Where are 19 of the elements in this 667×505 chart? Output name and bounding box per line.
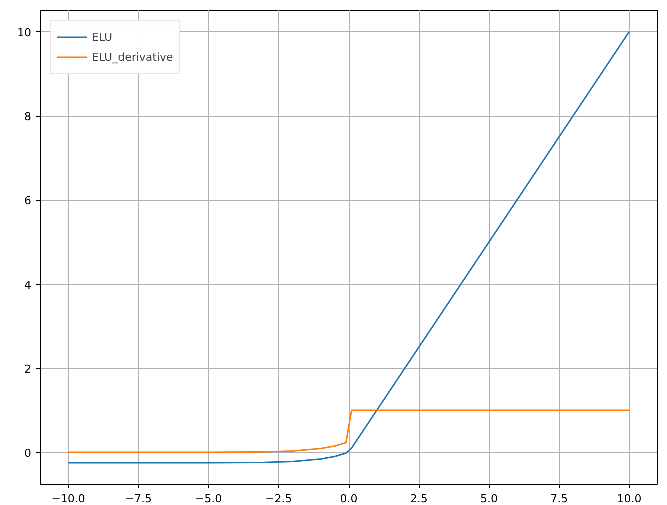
x-tick-label: 7.5 [550, 492, 568, 505]
line-series [68, 31, 630, 464]
y-tick-label: 10 [18, 26, 32, 40]
y-tick-label: 6 [24, 194, 32, 208]
x-tick-label: 2.5 [410, 492, 428, 505]
x-tick-label: −10.0 [52, 492, 86, 505]
y-tick-label: 4 [24, 278, 32, 292]
x-tick-label: 10.0 [617, 492, 642, 505]
x-tick-label: −7.5 [125, 492, 152, 505]
x-tick-label: −5.0 [195, 492, 222, 505]
legend-label: ELU_derivative [92, 50, 174, 64]
legend-label: ELU [92, 30, 113, 44]
x-tick-label: 5.0 [480, 492, 498, 505]
y-tick-label: 2 [24, 362, 32, 376]
x-tick-label: −2.5 [266, 492, 292, 505]
line-series [68, 410, 630, 454]
x-tick-label: 0.0 [340, 492, 358, 505]
y-tick-label: 8 [24, 110, 32, 124]
y-tick-label: 0 [24, 447, 32, 460]
